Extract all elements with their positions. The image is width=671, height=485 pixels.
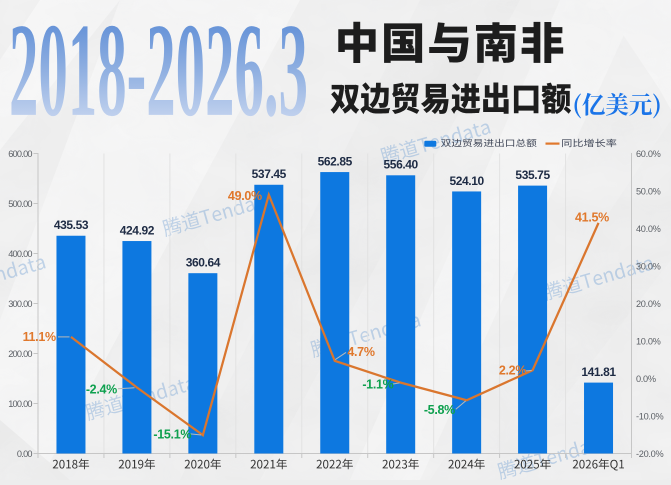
svg-text:500.00: 500.00 [8, 199, 32, 209]
svg-text:-15.1%: -15.1% [153, 428, 191, 442]
svg-text:2.2%: 2.2% [499, 364, 526, 378]
svg-text:-20.0%: -20.0% [636, 449, 663, 459]
svg-text:0.00: 0.00 [17, 449, 33, 459]
svg-text:-2.4%: -2.4% [86, 383, 117, 397]
svg-text:400.00: 400.00 [8, 249, 32, 259]
svg-text:524.10: 524.10 [449, 174, 484, 188]
svg-text:11.1%: 11.1% [23, 330, 56, 344]
svg-text:435.53: 435.53 [54, 218, 89, 232]
svg-text:-10.0%: -10.0% [636, 411, 663, 421]
svg-text:535.75: 535.75 [515, 168, 550, 182]
svg-text:0.0%: 0.0% [636, 374, 656, 384]
svg-text:141.81: 141.81 [581, 365, 616, 379]
svg-text:537.45: 537.45 [252, 167, 287, 181]
svg-text:-1.1%: -1.1% [362, 377, 393, 391]
svg-text:360.64: 360.64 [186, 256, 221, 270]
svg-text:50.0%: 50.0% [636, 186, 661, 196]
svg-text:200.00: 200.00 [8, 349, 32, 359]
svg-text:100.00: 100.00 [8, 399, 32, 409]
svg-text:2018-2026.3: 2018-2026.3 [9, 0, 308, 144]
svg-text:30.0%: 30.0% [636, 261, 661, 271]
svg-text:41.5%: 41.5% [575, 211, 609, 225]
svg-text:562.85: 562.85 [318, 154, 353, 168]
svg-text:556.40: 556.40 [384, 158, 419, 172]
svg-text:20.0%: 20.0% [636, 299, 661, 309]
svg-text:424.92: 424.92 [120, 223, 155, 237]
svg-text:-5.8%: -5.8% [424, 403, 455, 417]
svg-text:40.0%: 40.0% [636, 224, 661, 234]
svg-text:60.0%: 60.0% [636, 149, 661, 159]
svg-text:10.0%: 10.0% [636, 336, 661, 346]
svg-text:300.00: 300.00 [8, 299, 32, 309]
svg-text:49.0%: 49.0% [228, 189, 262, 203]
svg-text:600.00: 600.00 [8, 149, 32, 159]
svg-text:4.7%: 4.7% [347, 345, 374, 359]
